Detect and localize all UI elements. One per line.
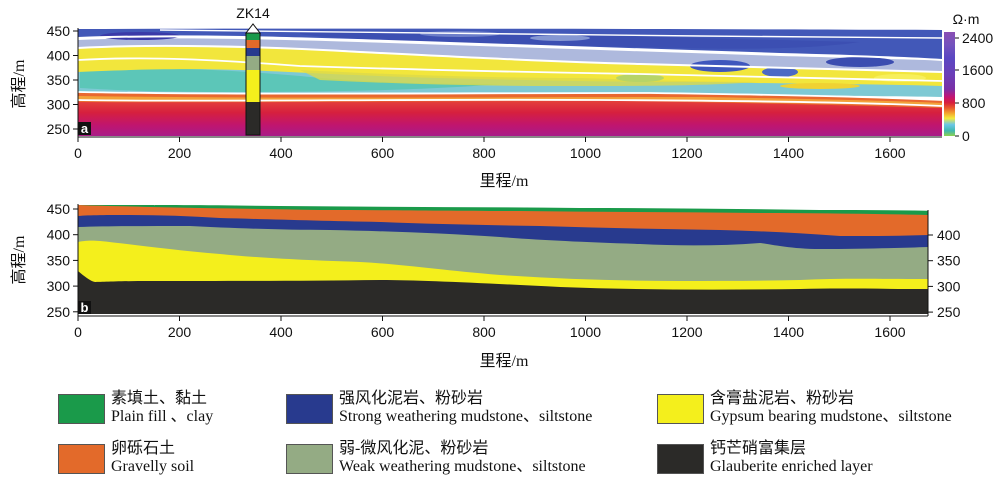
- legend-zh: 素填土、黏土: [111, 390, 208, 407]
- colorbar-unit: Ω·m: [953, 11, 980, 27]
- panel-a-y-label: 高程/m: [10, 59, 28, 108]
- x-tick-label: 600: [371, 324, 395, 340]
- x-tick-label: 200: [168, 324, 192, 340]
- x-tick-label: 0: [74, 324, 82, 340]
- panel-a: ZK14 a 450 400 350 300 250 0 200 400 600 800 1000…: [10, 5, 993, 190]
- y-tick-label: 300: [47, 278, 71, 294]
- panel-b: b 450 400 350 300 250 400 350 300 250 0 200 400 60…: [10, 190, 961, 370]
- legend-zh: 钙芒硝富集层: [710, 440, 807, 457]
- colorbar: Ω·m 2400 1600 800 0: [944, 11, 993, 144]
- legend-zh: 卵砾石土: [111, 440, 176, 457]
- legend-swatch: [58, 394, 105, 424]
- borehole-zk14: ZK14: [236, 5, 270, 136]
- y-tick-label: 350: [937, 253, 961, 269]
- y-tick-label: 250: [47, 304, 71, 320]
- y-tick-label: 450: [47, 23, 71, 39]
- panel-a-x-label: 里程/m: [480, 172, 529, 190]
- panel-a-x-ticks: 0 200 400 600 800 1000 1200 1400 1600: [74, 137, 906, 161]
- legend-en: Weak weathering mudstone、siltstone: [339, 458, 586, 475]
- y-tick-label: 300: [47, 97, 71, 113]
- legend-zh: 强风化泥岩、粉砂岩: [339, 390, 484, 407]
- y-tick-label: 350: [47, 252, 71, 268]
- x-tick-label: 1200: [671, 145, 702, 161]
- colorbar-tick-label: 2400: [962, 30, 993, 46]
- colorbar-tick-label: 1600: [962, 62, 993, 78]
- colorbar-tick-label: 800: [962, 95, 986, 111]
- colorbar-tick-label: 0: [962, 128, 970, 144]
- y-tick-label: 400: [47, 227, 71, 243]
- x-tick-label: 400: [269, 324, 293, 340]
- geological-section: [78, 204, 928, 314]
- legend-en: Glauberite enriched layer: [710, 458, 873, 475]
- borehole-label: ZK14: [236, 5, 270, 21]
- panel-b-right-ticks: 400 350 300 250: [928, 227, 961, 320]
- x-tick-label: 800: [472, 324, 496, 340]
- panel-a-label: a: [81, 121, 89, 136]
- panel-b-label: b: [81, 300, 89, 315]
- legend-zh: 含膏盐泥岩、粉砂岩: [710, 390, 855, 407]
- x-tick-label: 400: [269, 145, 293, 161]
- x-tick-label: 1000: [570, 145, 601, 161]
- legend-zh: 弱-微风化泥、粉砂岩: [339, 440, 489, 457]
- y-tick-label: 250: [47, 121, 71, 137]
- legend-swatch: [657, 444, 704, 474]
- legend-swatch: [58, 444, 105, 474]
- legend-en: Plain fill 、clay: [111, 408, 214, 425]
- panel-b-y-label: 高程/m: [10, 235, 28, 284]
- x-tick-label: 1200: [671, 324, 702, 340]
- x-tick-label: 1600: [874, 324, 905, 340]
- y-tick-label: 400: [937, 227, 961, 243]
- resistivity-section: [78, 28, 942, 136]
- legend-en: Strong weathering mudstone、siltstone: [339, 408, 593, 425]
- y-tick-label: 450: [47, 201, 71, 217]
- legend-swatch: [286, 394, 333, 424]
- panel-b-y-ticks: 450 400 350 300 250: [47, 201, 78, 320]
- panel-b-x-ticks: 0 200 400 600 800 1000 1200 1400 1600: [74, 316, 906, 340]
- panel-a-y-ticks: 450 400 350 300 250: [47, 23, 78, 137]
- x-tick-label: 200: [168, 145, 192, 161]
- figure: ZK14 a 450 400 350 300 250 0 200 400 600 800 1000…: [10, 5, 993, 370]
- y-tick-label: 350: [47, 72, 71, 88]
- legend-en: Gypsum bearing mudstone、siltstone: [710, 408, 952, 425]
- legend-en: Gravelly soil: [111, 458, 195, 475]
- x-tick-label: 800: [472, 145, 496, 161]
- panel-b-x-label: 里程/m: [480, 352, 529, 370]
- legend: 素填土、黏土 Plain fill 、clay 强风化泥岩、粉砂岩 Strong w…: [0, 388, 999, 481]
- colorbar-ticks: 2400 1600 800 0: [955, 30, 993, 144]
- legend-swatch: [286, 444, 333, 474]
- x-tick-label: 1400: [773, 324, 804, 340]
- x-tick-label: 1600: [874, 145, 905, 161]
- legend-swatch: [657, 394, 704, 424]
- x-tick-label: 1400: [773, 145, 804, 161]
- x-tick-label: 600: [371, 145, 395, 161]
- y-tick-label: 250: [937, 304, 961, 320]
- x-tick-label: 0: [74, 145, 82, 161]
- x-tick-label: 1000: [570, 324, 601, 340]
- y-tick-label: 400: [47, 48, 71, 64]
- y-tick-label: 300: [937, 278, 961, 294]
